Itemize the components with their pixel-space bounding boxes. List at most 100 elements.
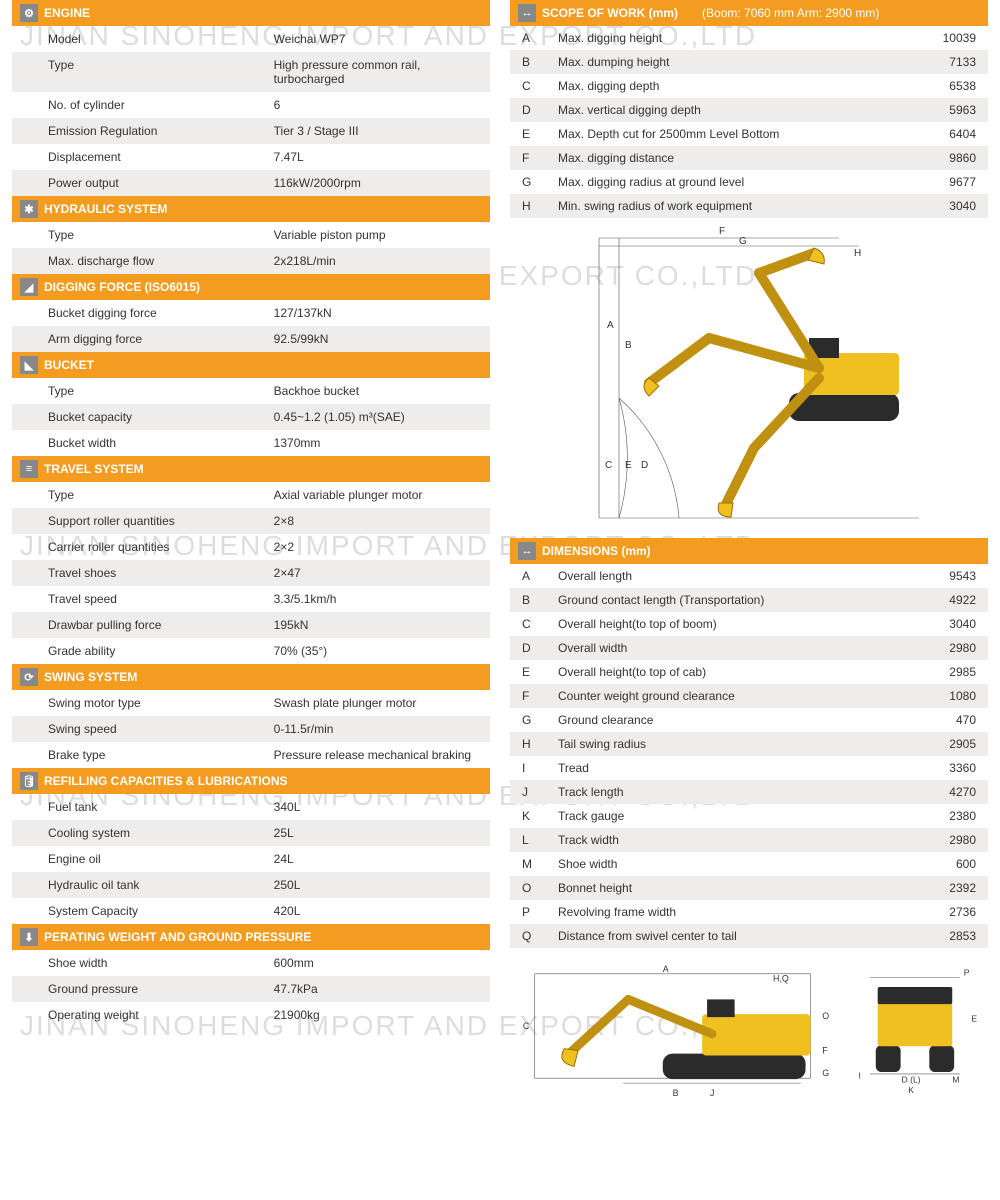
dim-letter: H [522,737,558,751]
spec-value: 0.45~1.2 (1.05) m³(SAE) [274,410,482,424]
dim-label: Overall height(to top of boom) [558,617,910,631]
svg-text:F: F [719,226,725,237]
spec-value: 600mm [274,956,482,970]
spec-value: 2×2 [274,540,482,554]
spec-label: Type [48,228,274,242]
scope-icon: ↔ [518,4,536,22]
dimension-row: GGround clearance470 [510,708,988,732]
spec-label: Swing motor type [48,696,274,710]
dimension-row: KTrack gauge2380 [510,804,988,828]
left-column: ⚙ENGINEModelWeichai WP7TypeHigh pressure… [12,0,490,1098]
section-title: SWING SYSTEM [44,670,137,684]
scope-label: Max. digging height [558,31,910,45]
dimension-row: JTrack length4270 [510,780,988,804]
dimension-row: PRevolving frame width2736 [510,900,988,924]
scope-letter: H [522,199,558,213]
spec-value: 47.7kPa [274,982,482,996]
section-icon: ≡ [20,460,38,478]
dim-letter: M [522,857,558,871]
scope-sub: (Boom: 7060 mm Arm: 2900 mm) [702,6,879,20]
svg-text:M: M [953,1075,960,1085]
scope-row: EMax. Depth cut for 2500mm Level Bottom6… [510,122,988,146]
section-title: PERATING WEIGHT AND GROUND PRESSURE [44,930,311,944]
dim-letter: B [522,593,558,607]
spec-row: Max. discharge flow2x218L/min [12,248,490,274]
spec-row: TypeAxial variable plunger motor [12,482,490,508]
dim-value: 2905 [910,737,980,751]
spec-label: Carrier roller quantities [48,540,274,554]
dim-value: 2736 [910,905,980,919]
spec-label: Hydraulic oil tank [48,878,274,892]
spec-value: 92.5/99kN [274,332,482,346]
dim-value: 2985 [910,665,980,679]
svg-text:K: K [909,1085,915,1095]
dim-label: Tread [558,761,910,775]
dim-value: 600 [910,857,980,871]
dim-label: Ground contact length (Transportation) [558,593,910,607]
spec-label: Type [48,384,274,398]
spec-label: Fuel tank [48,800,274,814]
scope-row: CMax. digging depth6538 [510,74,988,98]
spec-value: 3.3/5.1km/h [274,592,482,606]
scope-label: Max. digging depth [558,79,910,93]
spec-label: Operating weight [48,1008,274,1022]
spec-label: Bucket capacity [48,410,274,424]
spec-value: 25L [274,826,482,840]
dimension-row: HTail swing radius2905 [510,732,988,756]
spec-row: Operating weight21900kg [12,1002,490,1028]
spec-row: Support roller quantities2×8 [12,508,490,534]
spec-value: 2x218L/min [274,254,482,268]
spec-row: ModelWeichai WP7 [12,26,490,52]
dimension-row: MShoe width600 [510,852,988,876]
scope-letter: A [522,31,558,45]
dim-value: 1080 [910,689,980,703]
scope-diagram: F G H A B C E D [510,218,988,538]
scope-label: Min. swing radius of work equipment [558,199,910,213]
spec-value: 420L [274,904,482,918]
spec-label: Grade ability [48,644,274,658]
spec-label: Type [48,488,274,502]
scope-value: 7133 [910,55,980,69]
dim-letter: Q [522,929,558,943]
dim-value: 3360 [910,761,980,775]
spec-row: TypeHigh pressure common rail, turbochar… [12,52,490,92]
dim-value: 2980 [910,833,980,847]
dim-value: 4270 [910,785,980,799]
spec-row: Bucket digging force127/137kN [12,300,490,326]
section-title: REFILLING CAPACITIES & LUBRICATIONS [44,774,288,788]
spec-value: 127/137kN [274,306,482,320]
scope-row: GMax. digging radius at ground level9677 [510,170,988,194]
scope-letter: G [522,175,558,189]
dimension-row: COverall height(to top of boom)3040 [510,612,988,636]
spec-label: Model [48,32,274,46]
svg-text:G: G [822,1068,829,1078]
spec-label: Travel speed [48,592,274,606]
spec-value: 116kW/2000rpm [274,176,482,190]
spec-row: Grade ability70% (35°) [12,638,490,664]
scope-row: BMax. dumping height7133 [510,50,988,74]
dim-value: 2980 [910,641,980,655]
svg-text:C: C [605,460,612,471]
scope-value: 10039 [910,31,980,45]
dimension-row: AOverall length9543 [510,564,988,588]
scope-label: Max. vertical digging depth [558,103,910,117]
dim-letter: C [522,617,558,631]
svg-text:I: I [859,1071,861,1081]
scope-row: AMax. digging height10039 [510,26,988,50]
svg-text:H,Q: H,Q [773,974,789,984]
scope-letter: E [522,127,558,141]
spec-row: TypeVariable piston pump [12,222,490,248]
scope-value: 6538 [910,79,980,93]
spec-value: Variable piston pump [274,228,482,242]
spec-label: Travel shoes [48,566,274,580]
dim-label: Track gauge [558,809,910,823]
spec-value: Axial variable plunger motor [274,488,482,502]
svg-text:A: A [607,320,614,331]
spec-row: No. of cylinder6 [12,92,490,118]
section-title: ENGINE [44,6,90,20]
spec-label: Displacement [48,150,274,164]
section-header: ⟳SWING SYSTEM [12,664,490,690]
dim-label: Revolving frame width [558,905,910,919]
svg-text:G: G [739,236,747,247]
dim-letter: J [522,785,558,799]
